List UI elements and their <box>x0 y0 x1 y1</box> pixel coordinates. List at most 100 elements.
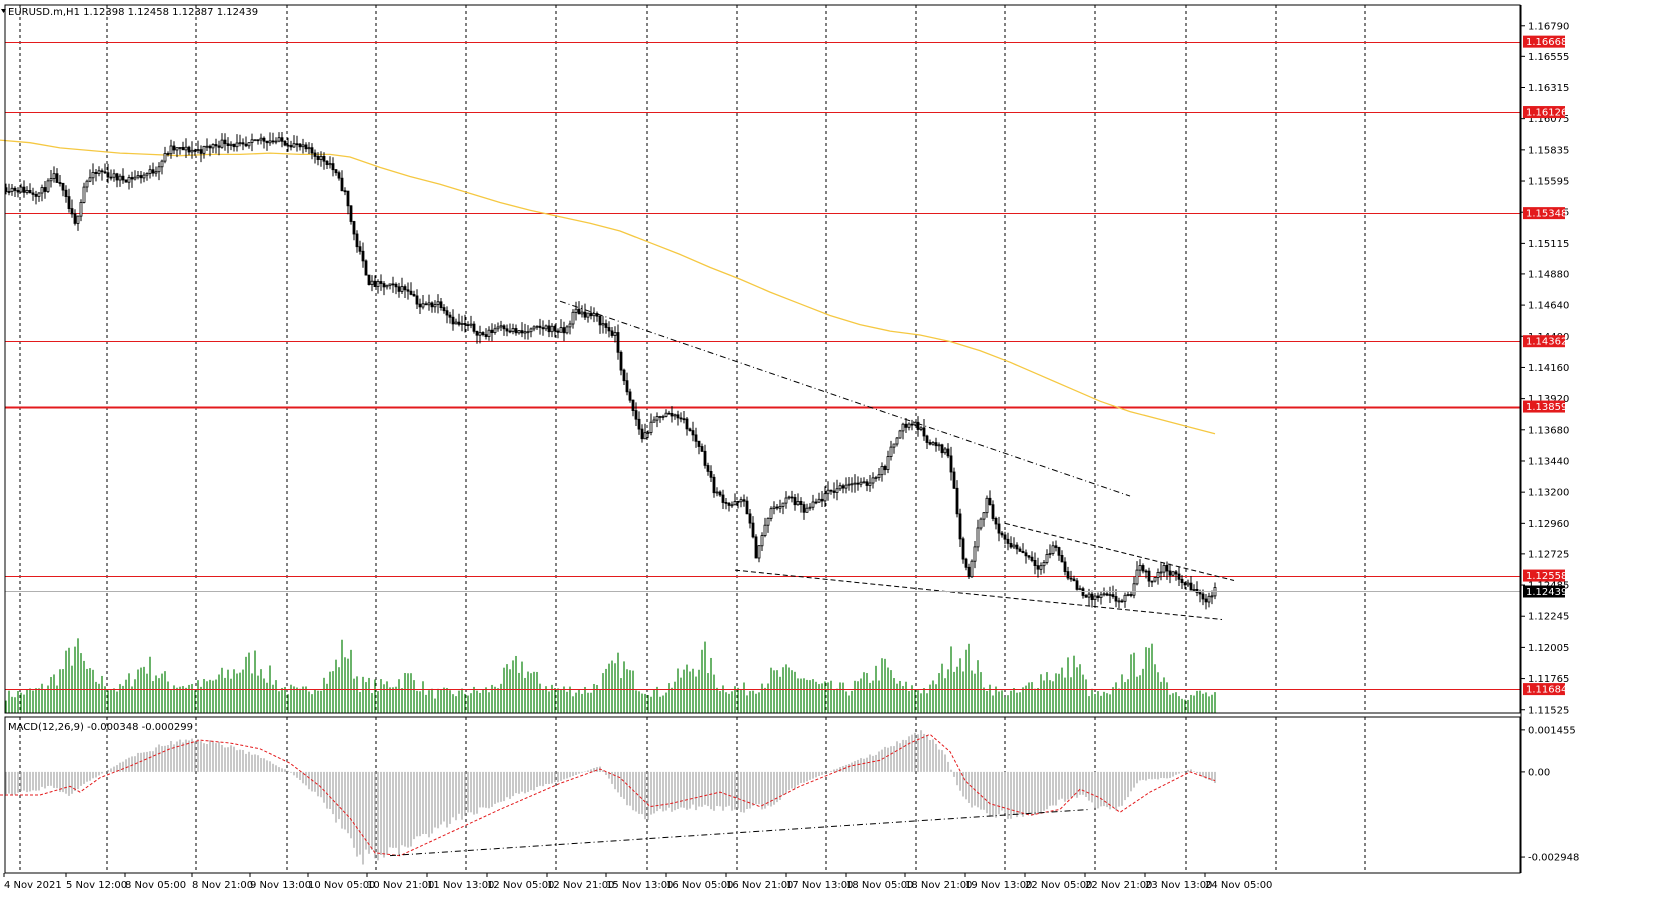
symbol-header: EURUSD.m,H1 1.12398 1.12458 1.12387 1.12… <box>8 7 258 18</box>
candle <box>1183 581 1187 590</box>
candle-body <box>697 440 701 447</box>
candle <box>337 170 341 181</box>
candle-body <box>1087 593 1091 598</box>
price-tick-label: 1.12725 <box>1528 549 1569 560</box>
candle-body <box>631 399 635 412</box>
candle-body <box>244 143 248 147</box>
candle <box>244 136 248 148</box>
candle <box>286 137 290 152</box>
candle-body <box>160 160 164 168</box>
candle <box>172 141 176 154</box>
candle-body <box>841 485 845 489</box>
candle-body <box>907 423 911 428</box>
candle-body <box>826 489 830 495</box>
candle <box>277 132 281 143</box>
header-dropdown-icon[interactable] <box>1 9 6 13</box>
candle-body <box>433 304 437 308</box>
candle-body <box>139 175 143 179</box>
candle <box>613 326 617 343</box>
trendline[interactable] <box>734 569 1223 620</box>
candle-body <box>172 145 176 151</box>
price-pane[interactable] <box>0 5 1520 713</box>
candle-body <box>823 493 827 502</box>
candle-body <box>895 437 899 445</box>
candle <box>226 137 230 154</box>
time-tick-label: 16 Nov 05:00 <box>666 880 733 891</box>
candle <box>1030 551 1034 563</box>
candle-body <box>868 482 872 486</box>
candle-body <box>892 443 896 448</box>
time-tick-label: 10 Nov 05:00 <box>308 880 375 891</box>
candle-body <box>1156 572 1160 579</box>
candle-body <box>229 143 233 146</box>
macd-tick-label: 0.001455 <box>1528 725 1576 736</box>
candle <box>121 168 125 184</box>
candle-body <box>856 482 860 485</box>
candle-body <box>970 560 974 578</box>
candle-body <box>1021 551 1025 554</box>
candle <box>406 282 410 300</box>
macd-header: MACD(12,26,9) -0.000348 -0.000299 <box>8 722 193 733</box>
candle-body <box>277 137 281 142</box>
candle <box>688 427 692 432</box>
candle-body <box>112 173 116 178</box>
candle <box>1174 570 1178 581</box>
candle-body <box>370 280 374 286</box>
candle-body <box>919 427 923 430</box>
candle <box>394 282 398 295</box>
candle-body <box>1003 534 1007 540</box>
level-label-text: 1.13859 <box>1526 402 1567 413</box>
candle-body <box>37 192 41 197</box>
candle <box>1081 586 1085 599</box>
price-tick-label: 1.16315 <box>1528 83 1569 94</box>
candle-body <box>661 415 665 418</box>
candle-body <box>835 488 839 493</box>
candle <box>985 495 989 518</box>
candle <box>745 496 749 515</box>
candle-body <box>928 442 932 445</box>
macd-pane-frame <box>4 716 1521 874</box>
candle <box>382 281 386 296</box>
candle-body <box>733 500 737 506</box>
time-tick-label: 4 Nov 2021 <box>4 880 62 891</box>
candle-body <box>904 423 908 428</box>
candle-body <box>1117 600 1121 603</box>
candle-body <box>40 187 44 194</box>
candle-body <box>880 465 884 476</box>
candle <box>958 508 962 547</box>
candle <box>820 491 824 507</box>
candle-body <box>628 391 632 401</box>
candle <box>1096 592 1100 602</box>
candle <box>832 482 836 499</box>
candle-body <box>1006 538 1010 544</box>
level-price-label: 1.16668 <box>1523 35 1567 48</box>
candle <box>373 275 377 288</box>
candle-body <box>208 145 212 149</box>
candle-body <box>985 497 989 514</box>
candle <box>781 502 785 515</box>
candle-body <box>373 280 377 288</box>
candle <box>547 319 551 338</box>
candle-body <box>274 140 278 143</box>
candle <box>1204 594 1208 610</box>
candle <box>400 277 404 294</box>
candle-body <box>652 419 656 423</box>
candle <box>1093 594 1097 608</box>
candle-body <box>7 191 11 193</box>
candle <box>316 152 320 166</box>
candle <box>790 490 794 503</box>
candle <box>79 199 83 222</box>
candle-body <box>1081 588 1085 596</box>
candle-body <box>844 484 848 489</box>
candle-body <box>58 182 62 184</box>
trendline[interactable] <box>1004 522 1235 581</box>
candle-body <box>127 177 131 183</box>
candle <box>1021 543 1025 554</box>
candle <box>766 517 770 533</box>
candle-body <box>937 444 941 447</box>
macd-pane[interactable] <box>0 717 1366 873</box>
trendline[interactable] <box>559 300 1131 497</box>
candle-body <box>1063 561 1067 573</box>
candle-body <box>1153 577 1157 582</box>
